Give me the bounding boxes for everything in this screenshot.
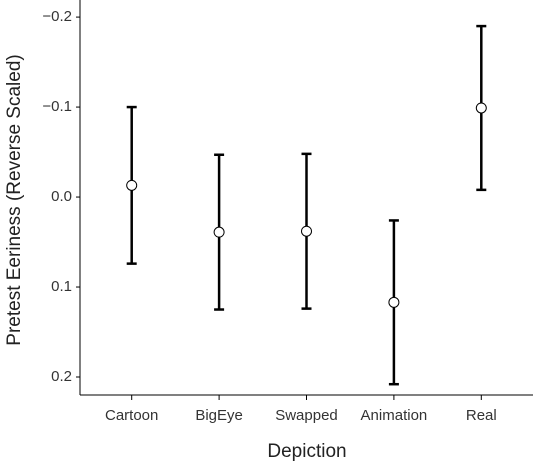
x-tick-label: Real: [466, 407, 497, 424]
point: [475, 102, 487, 114]
y-tick-label: 0.1: [51, 278, 72, 295]
x-tick-label: Cartoon: [105, 407, 158, 424]
point: [388, 296, 400, 308]
y-axis-title: Pretest Eeriness (Reverse Scaled): [4, 54, 25, 345]
point: [213, 226, 225, 238]
y-tick-label: −0.2: [42, 8, 72, 25]
point: [126, 179, 138, 191]
y-tick-label: 0.2: [51, 368, 72, 385]
x-axis-title: Depiction: [267, 441, 346, 462]
x-tick-label: Animation: [361, 407, 428, 424]
point: [301, 225, 312, 237]
x-tick-label: Swapped: [275, 407, 338, 424]
y-tick-label: −0.1: [42, 98, 72, 115]
y-tick-label: 0.0: [51, 188, 72, 205]
x-tick-label: BigEye: [195, 407, 243, 424]
